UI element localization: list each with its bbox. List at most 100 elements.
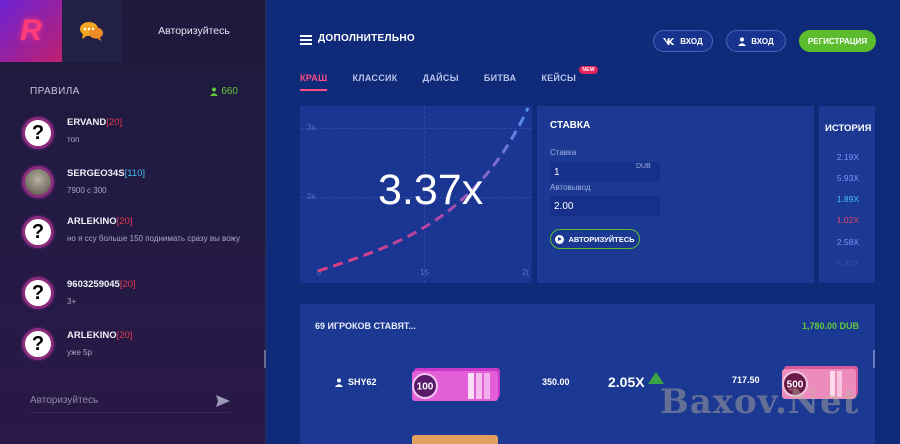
game-tabs: КРАШ КЛАССИК ДАЙСЫ БИТВА КЕЙСЫ NEW	[300, 66, 598, 91]
online-counter: 660	[210, 86, 238, 97]
message-text: но я ссу больше 150 поднимать сразу вы в…	[67, 234, 240, 243]
new-badge: NEW	[579, 66, 598, 74]
chat-message: ? 9603259045[20] 3+	[22, 277, 248, 309]
message-author[interactable]: ERVAND[20]	[67, 117, 123, 128]
user-level: [20]	[116, 216, 133, 227]
user-level: [20]	[116, 330, 133, 341]
grid-line	[300, 197, 532, 198]
x-tick-label: 2(	[522, 268, 530, 277]
history-item: 5.93X	[836, 173, 859, 183]
avatar[interactable]: ?	[22, 216, 54, 248]
tab-classic[interactable]: КЛАССИК	[352, 73, 398, 83]
user-level: [20]	[106, 117, 123, 128]
player-win: 717.50	[732, 375, 760, 385]
chat-message: ? ARLEKINO[20] но я ссу больше 150 подни…	[22, 216, 248, 248]
history-item: 1.02X	[836, 215, 859, 225]
register-button[interactable]: РЕГИСТРАЦИЯ	[799, 30, 876, 52]
message-author[interactable]: 9603259045[20]	[67, 279, 136, 290]
send-icon[interactable]	[216, 394, 230, 407]
y-tick-label: 3x	[307, 123, 316, 132]
tab-crash[interactable]: КРАШ	[300, 73, 328, 91]
user-icon	[210, 87, 219, 96]
sidebar-top: R Авторизуйтесь	[0, 0, 266, 62]
x-tick-label: 0	[317, 268, 322, 277]
rules-link[interactable]: ПРАВИЛА	[30, 86, 80, 97]
avatar[interactable]: ?	[22, 277, 54, 309]
online-count: 660	[221, 86, 238, 97]
user-level: [20]	[119, 279, 136, 290]
money-case-image	[412, 435, 498, 444]
logo-letter: R	[20, 14, 42, 47]
message-author[interactable]: ARLEKINO[20]	[67, 330, 133, 341]
history-item: 1.89X	[836, 194, 859, 204]
login-button[interactable]: ВХОД	[726, 30, 786, 52]
chat-sidebar: R Авторизуйтесь ПРАВИЛА 660 ? ERVAND[20]…	[0, 0, 266, 444]
x-tick-label: 15	[420, 268, 429, 277]
chat-input[interactable]: Авторизуйтесь	[30, 389, 230, 413]
user-level: [110]	[124, 168, 145, 179]
bet-panel-title: СТАВКА	[550, 120, 591, 131]
play-icon	[555, 234, 565, 244]
players-count-title: 69 ИГРОКОВ СТАВЯТ...	[315, 321, 416, 331]
chat-scrollbar[interactable]	[264, 350, 266, 368]
tab-cases[interactable]: КЕЙСЫ NEW	[541, 66, 598, 91]
watermark-text: Baxov.Net	[660, 382, 860, 422]
avatar[interactable]	[22, 166, 54, 198]
rules-row: ПРАВИЛА 660	[30, 86, 238, 97]
vk-login-label: ВХОД	[680, 36, 703, 46]
money-case-image: 100	[412, 368, 500, 401]
avatar[interactable]: ?	[22, 117, 54, 149]
crash-multiplier: 3.37x	[378, 166, 484, 214]
login-label: ВХОД	[751, 36, 774, 46]
auto-cashout-input[interactable]: 2.00	[550, 196, 660, 216]
message-text: топ	[67, 135, 80, 144]
main-scrollbar[interactable]	[873, 350, 875, 368]
bet-auth-label: АВТОРИЗУЙТЕСЬ	[568, 234, 635, 244]
y-tick-label: 2x	[307, 192, 316, 201]
vk-login-button[interactable]: ВХОД	[653, 30, 713, 52]
message-text: уже 5р	[67, 348, 93, 357]
player-name[interactable]: SHY62	[335, 377, 377, 387]
message-text: 3+	[67, 297, 77, 306]
chat-message: ? ERVAND[20] топ	[22, 117, 248, 149]
player-multiplier: 2.05X	[608, 374, 645, 390]
header-more-link[interactable]: ДОПОЛНИТЕЛЬНО	[318, 33, 415, 44]
tab-dice[interactable]: ДАЙСЫ	[422, 73, 459, 83]
up-arrow-icon	[648, 372, 664, 384]
message-author[interactable]: SERGEO34S[110]	[67, 168, 145, 179]
history-item: 2.19X	[836, 152, 859, 162]
grid-line	[300, 128, 532, 129]
user-icon	[335, 378, 343, 387]
bet-amount-label: Ставка	[550, 148, 577, 157]
bet-panel: СТАВКА Ставка 1 DUB Автовывод 2.00 АВТОР…	[537, 106, 814, 283]
message-text: 7900 с 300	[67, 186, 107, 195]
crash-curve	[317, 107, 530, 273]
bet-auth-button[interactable]: АВТОРИЗУЙТЕСЬ	[550, 229, 640, 249]
chat-bubbles-icon	[80, 22, 103, 41]
history-item: 5.32X	[836, 258, 859, 268]
bet-currency: DUB	[636, 163, 651, 170]
players-panel: 69 ИГРОКОВ СТАВЯТ... 1,780.00 DUB SHY62 …	[300, 304, 875, 444]
chat-message: ? ARLEKINO[20] уже 5р	[22, 328, 248, 360]
tab-battle[interactable]: БИТВА	[483, 73, 517, 83]
money-case-image: 500	[782, 366, 858, 399]
case-value: 100	[417, 382, 434, 393]
crash-history: ИСТОРИЯ 2.19X 5.93X 1.89X 1.02X 2.58X 5.…	[819, 106, 875, 283]
chat-input-placeholder: Авторизуйтесь	[30, 395, 99, 406]
tab-cases-label: КЕЙСЫ	[541, 73, 577, 83]
auto-cashout-label: Автовывод	[550, 183, 591, 192]
message-author[interactable]: ARLEKINO[20]	[67, 216, 133, 227]
site-logo[interactable]: R	[0, 0, 62, 62]
players-total: 1,780.00 DUB	[801, 321, 859, 331]
user-icon	[738, 37, 747, 46]
crash-graph: 3x 2x 0 15 2( 3.37x	[300, 106, 532, 283]
sidebar-auth-link[interactable]: Авторизуйтесь	[158, 25, 230, 37]
menu-icon[interactable]	[300, 35, 312, 45]
avatar[interactable]: ?	[22, 328, 54, 360]
chat-toggle-button[interactable]	[62, 0, 122, 62]
vk-icon	[663, 38, 675, 45]
case-value: 500	[787, 380, 804, 391]
bet-amount-input[interactable]: 1	[550, 162, 660, 182]
player-bet: 350.00	[542, 377, 570, 387]
chat-message: SERGEO34S[110] 7900 с 300	[22, 166, 248, 198]
